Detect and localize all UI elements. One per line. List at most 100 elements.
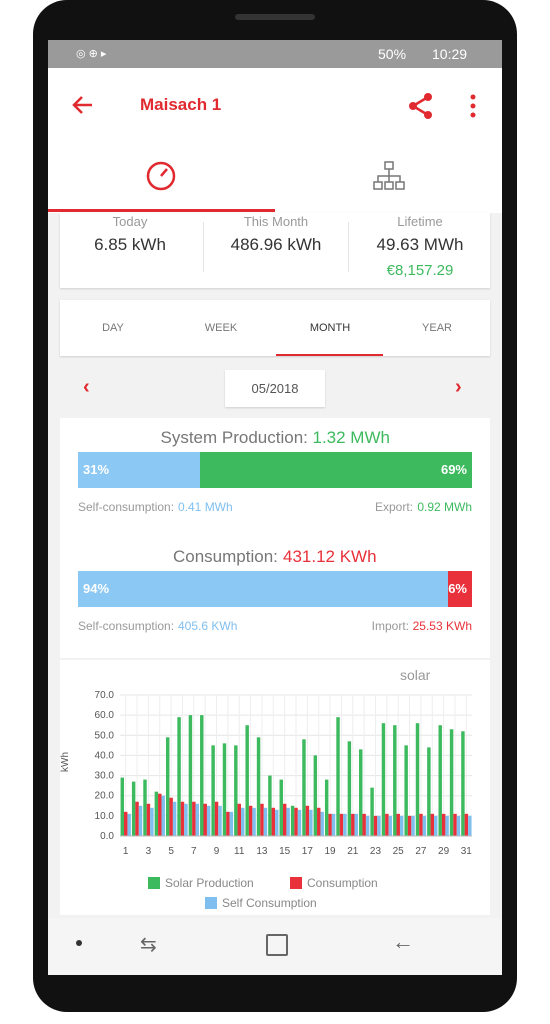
section-total: 1.32 MWh <box>312 428 390 447</box>
period-tab[interactable]: YEAR <box>422 322 452 334</box>
section-title: Consumption: <box>173 547 278 566</box>
back-button[interactable] <box>70 93 96 117</box>
bar <box>256 737 261 836</box>
bar <box>138 805 143 836</box>
logo: solar <box>400 667 431 683</box>
bar <box>351 813 355 836</box>
bar <box>229 811 234 836</box>
bar <box>347 741 352 836</box>
x-tick-label: 15 <box>279 846 291 857</box>
tab-indicator <box>48 209 275 212</box>
bar <box>172 801 177 836</box>
bar <box>453 813 457 836</box>
right-value: 0.92 MWh <box>417 500 472 514</box>
x-tick-label: 19 <box>325 846 337 857</box>
bar <box>200 715 204 836</box>
bar <box>354 813 358 836</box>
bar <box>120 777 125 836</box>
bar <box>468 815 472 836</box>
bar <box>234 745 238 836</box>
legend-swatch <box>205 897 217 909</box>
next-button[interactable]: › <box>455 376 462 398</box>
bar <box>331 813 336 836</box>
split-label: 6% <box>448 581 467 596</box>
legend-label: Solar Production <box>165 876 254 890</box>
layout-tab[interactable] <box>372 160 406 192</box>
summary-value: 49.63 MWh <box>376 235 464 254</box>
bar <box>286 807 290 836</box>
bar <box>188 715 193 836</box>
legend-swatch <box>148 877 160 889</box>
split-label: 69% <box>440 462 467 477</box>
period-tab[interactable]: MONTH <box>309 322 351 334</box>
bar <box>211 745 215 836</box>
split-segment <box>78 452 201 488</box>
bar <box>377 815 381 836</box>
split-label: 31% <box>83 462 110 477</box>
x-tick-label: 7 <box>191 846 197 857</box>
bar <box>184 803 188 836</box>
bar <box>461 731 465 836</box>
summary-card <box>60 213 490 288</box>
bar <box>150 807 154 836</box>
bar <box>248 805 253 836</box>
bar <box>195 803 200 836</box>
status-bar <box>48 40 502 68</box>
date-box[interactable] <box>225 370 325 407</box>
bar <box>393 725 397 836</box>
right-value: 25.53 KWh <box>412 619 472 633</box>
bar <box>135 801 139 836</box>
bar <box>305 805 310 836</box>
share-button[interactable] <box>408 92 434 120</box>
y-tick-label: 40.0 <box>95 750 115 761</box>
bar <box>324 779 329 836</box>
summary-label: Lifetime <box>397 214 443 229</box>
bar <box>328 813 332 836</box>
split-segment <box>448 571 472 607</box>
prev-button[interactable]: ‹ <box>83 376 90 398</box>
bar <box>124 811 128 836</box>
legend-label: Self Consumption <box>222 896 317 910</box>
bar <box>302 739 306 836</box>
bar <box>422 815 427 836</box>
recents-button[interactable]: ⇆ <box>140 934 157 956</box>
bar <box>359 749 363 836</box>
bar <box>427 747 431 836</box>
y-tick-label: 50.0 <box>95 730 115 741</box>
nav-bar <box>48 918 502 975</box>
x-tick-label: 25 <box>393 846 405 857</box>
dashboard-tab[interactable] <box>145 160 177 192</box>
bar <box>373 815 378 836</box>
bar <box>445 815 449 836</box>
nav-back-button[interactable]: ← <box>392 929 414 954</box>
legend-swatch <box>290 877 302 889</box>
x-tick-label: 11 <box>234 846 245 857</box>
right-label: Export: <box>374 500 413 514</box>
bar <box>297 809 302 836</box>
bar <box>370 787 374 836</box>
y-axis-label: kWh <box>60 752 71 772</box>
bar <box>218 805 222 836</box>
bar <box>449 729 454 836</box>
home-button[interactable] <box>266 934 288 956</box>
y-tick-label: 10.0 <box>95 811 115 822</box>
bar <box>434 815 438 836</box>
bar <box>271 807 276 836</box>
summary-value: 486.96 kWh <box>230 235 322 254</box>
period-tab[interactable]: WEEK <box>204 322 238 334</box>
bar <box>464 813 469 836</box>
bar <box>222 743 227 836</box>
summary-label: Today <box>112 214 148 229</box>
menu-button[interactable] <box>468 94 478 118</box>
period-tab[interactable]: DAY <box>102 322 124 334</box>
bar <box>237 803 241 836</box>
right-label: Import: <box>371 619 409 633</box>
bar <box>177 717 181 836</box>
bar <box>317 807 321 836</box>
y-tick-label: 0.0 <box>100 831 114 842</box>
left-label: Self-consumption: <box>78 500 175 514</box>
bar <box>260 803 264 836</box>
bar <box>399 815 404 836</box>
period-indicator <box>276 354 383 356</box>
